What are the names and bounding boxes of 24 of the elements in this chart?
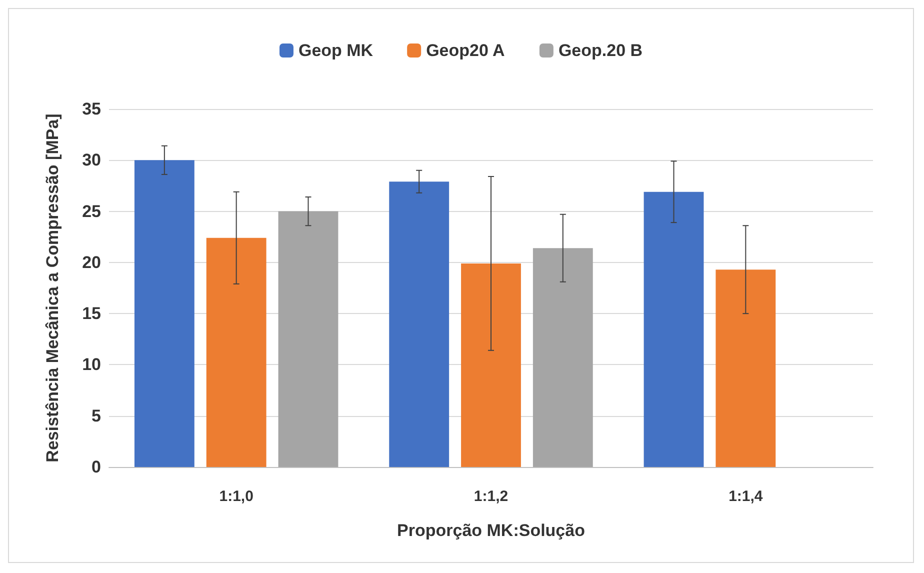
y-tick-label: 15	[82, 304, 101, 324]
y-tick-label: 30	[82, 150, 101, 170]
y-tick-label: 5	[92, 406, 101, 426]
y-tick-label: 35	[82, 100, 101, 118]
y-axis-title: Resistência Mecânica a Compressão [MPa]	[43, 114, 62, 462]
y-tick-label: 20	[82, 252, 101, 272]
y-tick-label: 25	[82, 202, 101, 221]
bar	[532, 248, 593, 467]
x-axis-title: Proporção MK:Solução	[397, 521, 585, 540]
legend-label: Geop MK	[298, 41, 374, 60]
bar	[644, 192, 704, 467]
bar	[134, 160, 194, 467]
bar	[716, 270, 776, 467]
bar	[278, 211, 338, 467]
x-tick-label: 1:1,0	[219, 488, 254, 505]
y-tick-label: 0	[92, 458, 101, 476]
legend-label: Geop.20 B	[558, 41, 643, 60]
x-tick-label: 1:1,2	[474, 488, 508, 505]
bar	[461, 263, 521, 467]
bar	[389, 182, 450, 467]
y-tick-label: 10	[82, 355, 101, 374]
legend-label: Geop20 A	[426, 41, 505, 60]
x-tick-label: 1:1,4	[728, 488, 764, 505]
bar	[206, 238, 266, 467]
